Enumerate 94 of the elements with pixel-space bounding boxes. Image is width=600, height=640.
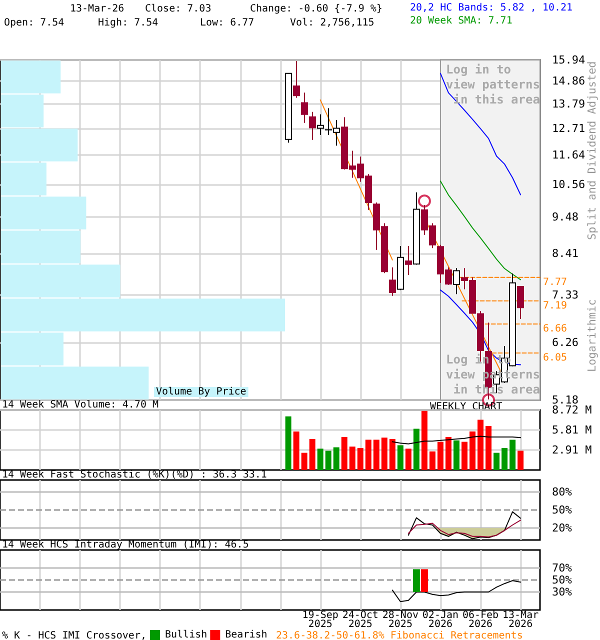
text: Low: 6.77: [200, 18, 254, 28]
x-tick-label: 02-Jan 2026: [422, 610, 459, 630]
bar: [437, 442, 444, 470]
bar: [494, 452, 500, 470]
bar: [445, 436, 452, 470]
x-tick-label: 06-Feb 2026: [462, 610, 499, 630]
candlestick: [285, 72, 292, 144]
text: 20,2 HC Bands: 5.82 , 10.21: [410, 2, 573, 14]
bar: [510, 440, 516, 470]
text: Volume By Price: [156, 386, 246, 398]
data-label: 6.05: [543, 352, 568, 364]
y-tick-label: 10.56: [552, 178, 586, 192]
y-tick-label: 50%: [552, 504, 572, 516]
y-tick-label: 14.86: [552, 74, 586, 88]
candlestick: [389, 266, 396, 296]
bar: [365, 440, 372, 470]
text: Vol: 2,756,115: [290, 18, 374, 28]
y-tick-label: 6.26: [552, 336, 578, 350]
line-series: [392, 436, 522, 444]
chart-title: 14 Week SMA Volume: 4.70 M: [2, 400, 159, 410]
data-label: 7.19: [543, 300, 568, 312]
y-tick-label: 2.91 M: [552, 443, 592, 456]
y-tick-label: 5.81 M: [552, 424, 592, 437]
bar: [357, 448, 364, 470]
text: 13-Mar-26: [70, 4, 124, 14]
bar: [405, 448, 412, 470]
bar: [421, 410, 428, 470]
y-tick-label: 30%: [552, 586, 572, 598]
bar: [373, 440, 380, 470]
text: Logarithmic: [586, 299, 598, 372]
text: High: 7.54: [98, 18, 158, 28]
y-tick-label: 7.33: [552, 288, 578, 302]
bar: [317, 448, 324, 470]
bar: [309, 439, 316, 470]
y-tick-label: 80%: [552, 486, 572, 498]
legend-label: Bullish: [165, 630, 208, 640]
line-series: [408, 520, 522, 538]
bar: [341, 436, 348, 470]
candlestick: [301, 92, 308, 124]
bar: [333, 447, 340, 470]
y-tick-label: 9.48: [552, 210, 578, 224]
bar: [325, 450, 332, 470]
x-tick-label: 28-Nov 2025: [382, 610, 418, 630]
x-tick-label: 24-Oct 2025: [342, 610, 378, 630]
text: Change: -0.60 {-7.9 %}: [250, 4, 382, 14]
y-tick-label: 11.64: [552, 148, 586, 162]
y-tick-label: 8.72 M: [552, 404, 592, 416]
text: % K - HCS IMI Crossover,: [2, 630, 146, 640]
bar: [397, 445, 404, 470]
text: 20 Week SMA: 7.71: [410, 16, 512, 26]
line-series: [392, 580, 522, 602]
x-tick-label: 13-Mar 2026: [502, 610, 539, 630]
candlestick: [453, 268, 460, 295]
y-tick-label: 13.79: [552, 97, 586, 110]
candlestick: [309, 111, 316, 140]
annotation: Log in to view patterns in this area: [446, 62, 540, 106]
bar: [389, 439, 396, 470]
text: Open: 7.54: [4, 18, 64, 28]
bar: [349, 446, 356, 470]
x-tick-label: 19-Sep 2025: [302, 610, 338, 630]
bar: [453, 440, 460, 470]
y-axis-title: Split and Dividend Adjusted: [586, 61, 598, 240]
candlestick: [317, 114, 324, 136]
legend-label: Bearish: [225, 630, 268, 640]
bar: [502, 448, 508, 470]
bar: [301, 452, 308, 470]
bar: [486, 426, 492, 470]
data-label: 6.66: [543, 323, 568, 334]
candlestick: [293, 60, 300, 98]
bar: [293, 431, 300, 470]
bar: [478, 420, 484, 470]
bar: [518, 450, 524, 470]
line-series: [440, 180, 522, 280]
chart-title: 14 Week HCS Intraday Momentum (IMI): 46.5: [2, 540, 249, 550]
candlestick: [397, 245, 404, 291]
bar: [429, 451, 436, 470]
text: Close: 7.03: [145, 4, 212, 14]
candlestick: [517, 286, 524, 320]
bar: [413, 428, 420, 470]
y-tick-label: 8.41: [552, 246, 578, 260]
bar: [461, 442, 468, 470]
bar: [381, 438, 388, 470]
y-tick-label: 15.94: [552, 54, 586, 66]
y-tick-label: 70%: [552, 562, 572, 574]
text: 23.6-38.2-50-61.8% Fibonacci Retracements: [276, 630, 523, 640]
y-tick-label: 20%: [552, 522, 572, 534]
y-tick-label: 5.18: [552, 394, 578, 406]
data-label: 7.77: [543, 276, 568, 288]
y-tick-label: 50%: [552, 574, 572, 586]
bar: [285, 416, 292, 470]
bar: [470, 431, 476, 470]
candlestick: [405, 245, 412, 276]
y-tick-label: 12.71: [552, 122, 586, 135]
annotation: WEEKLY CHART: [430, 402, 502, 412]
